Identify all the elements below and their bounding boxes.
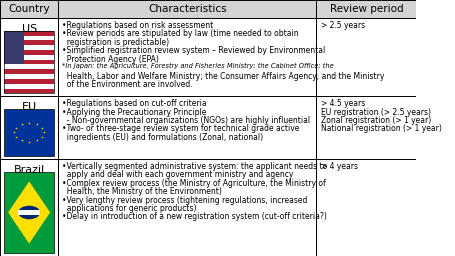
Bar: [4, 31, 54, 93]
Text: *In Japan: the Agriculture, Forestry and Fisheries Ministry; the Cabinet Office;: *In Japan: the Agriculture, Forestry and…: [62, 63, 334, 69]
Text: Protection Agency (EPA): Protection Agency (EPA): [62, 55, 159, 64]
Text: •Simplified registration review system – Reviewed by Environmental: •Simplified registration review system –…: [62, 46, 325, 55]
Bar: [316, 18, 415, 96]
Polygon shape: [18, 210, 40, 215]
Text: •Applying the Precautionary Principle: •Applying the Precautionary Principle: [62, 108, 207, 116]
Bar: [4, 31, 24, 65]
Text: EU registration (> 2.5 years): EU registration (> 2.5 years): [320, 108, 430, 116]
Text: •Review periods are stipulated by law (time needed to obtain: •Review periods are stipulated by law (t…: [62, 29, 298, 38]
Text: Zonal registration (> 1 year): Zonal registration (> 1 year): [320, 116, 430, 125]
Bar: [4, 65, 54, 69]
Text: National registration (> 1 year): National registration (> 1 year): [320, 124, 440, 133]
Bar: [316, 0, 415, 18]
Bar: [0, 96, 58, 159]
Text: of the Environment are involved.: of the Environment are involved.: [62, 80, 192, 89]
Text: Health, the Ministry of the Environment): Health, the Ministry of the Environment): [62, 187, 222, 196]
Text: •Complex review process (the Ministry of Agriculture, the Ministry of: •Complex review process (the Ministry of…: [62, 179, 325, 188]
Bar: [4, 69, 54, 74]
Bar: [316, 96, 415, 159]
Bar: [4, 84, 54, 89]
Text: ingredients (EU) and formulations (Zonal, national): ingredients (EU) and formulations (Zonal…: [62, 133, 263, 142]
Bar: [4, 60, 54, 65]
Text: apply and deal with each government ministry and agency: apply and deal with each government mini…: [62, 170, 293, 179]
Bar: [4, 40, 54, 45]
Bar: [4, 172, 54, 253]
Bar: [58, 0, 316, 18]
Text: •Very lengthy review process (tightening regulations, increased: •Very lengthy review process (tightening…: [62, 196, 307, 205]
Polygon shape: [8, 181, 50, 244]
Text: - Non-governmental organizations (NGOs) are highly influential: - Non-governmental organizations (NGOs) …: [62, 116, 310, 125]
Bar: [0, 0, 58, 18]
Text: •Regulations based on cut-off criteria: •Regulations based on cut-off criteria: [62, 99, 207, 108]
Text: Country: Country: [8, 4, 50, 14]
Bar: [4, 79, 54, 84]
Bar: [58, 96, 316, 159]
Text: •Vertically segmented administrative system: the applicant needs to: •Vertically segmented administrative sys…: [62, 162, 327, 171]
Text: EU: EU: [21, 102, 37, 112]
Bar: [4, 74, 54, 79]
Text: Brazil: Brazil: [14, 165, 45, 175]
Circle shape: [18, 206, 40, 219]
Bar: [4, 89, 54, 93]
Text: •Two- or three-stage review system for technical grade active: •Two- or three-stage review system for t…: [62, 124, 299, 133]
Bar: [0, 159, 58, 256]
Bar: [4, 50, 54, 55]
Text: •Regulations based on risk assessment: •Regulations based on risk assessment: [62, 21, 213, 30]
Bar: [58, 18, 316, 96]
Text: > 2.5 years: > 2.5 years: [320, 21, 364, 30]
Text: Review period: Review period: [329, 4, 402, 14]
Text: > 4 years: > 4 years: [320, 162, 357, 171]
Text: Characteristics: Characteristics: [148, 4, 226, 14]
Bar: [4, 36, 54, 40]
Text: Health, Labor and Welfare Ministry; the Consumer Affairs Agency; and the Ministr: Health, Labor and Welfare Ministry; the …: [62, 72, 384, 81]
Bar: [4, 109, 54, 156]
Bar: [4, 55, 54, 60]
Text: > 4.5 years: > 4.5 years: [320, 99, 364, 108]
Text: applications for generic products): applications for generic products): [62, 204, 197, 213]
Bar: [4, 31, 54, 36]
Bar: [4, 45, 54, 50]
Text: US: US: [21, 24, 37, 34]
Text: registration is predictable): registration is predictable): [62, 38, 169, 47]
Bar: [0, 18, 58, 96]
Bar: [316, 159, 415, 256]
Text: •Delay in introduction of a new registration system (cut-off criteria?): •Delay in introduction of a new registra…: [62, 212, 327, 221]
Bar: [58, 159, 316, 256]
